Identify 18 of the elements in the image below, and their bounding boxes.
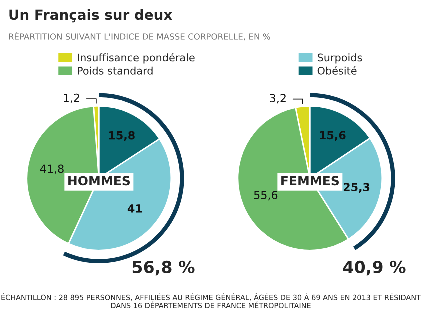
legend-label: Obésité	[318, 66, 357, 75]
data-label: 3,2	[270, 94, 286, 104]
text: HOMMES	[68, 176, 130, 186]
text: Un Français sur deux	[10, 9, 172, 23]
data-label: 15,8	[109, 131, 135, 142]
data-label: 41,8	[40, 164, 64, 174]
legend-label: Insuffisance pondérale	[78, 53, 195, 64]
text: 40,9 %	[343, 260, 406, 276]
text: FEMMES	[282, 176, 340, 186]
text: RÉPARTITION SUIVANT L'INDICE DE MASSE CORPORELLE, EN %	[9, 32, 270, 41]
text: 56,8 %	[132, 260, 195, 276]
legend-label: Surpoids	[318, 54, 362, 64]
data-label: 41	[128, 204, 142, 213]
data-label: 1,2	[64, 94, 80, 104]
data-label: 25,3	[344, 183, 370, 193]
data-label: 55,6	[254, 191, 278, 201]
legend-label: Poids standard	[78, 66, 153, 75]
data-label: 15,6	[320, 131, 346, 142]
